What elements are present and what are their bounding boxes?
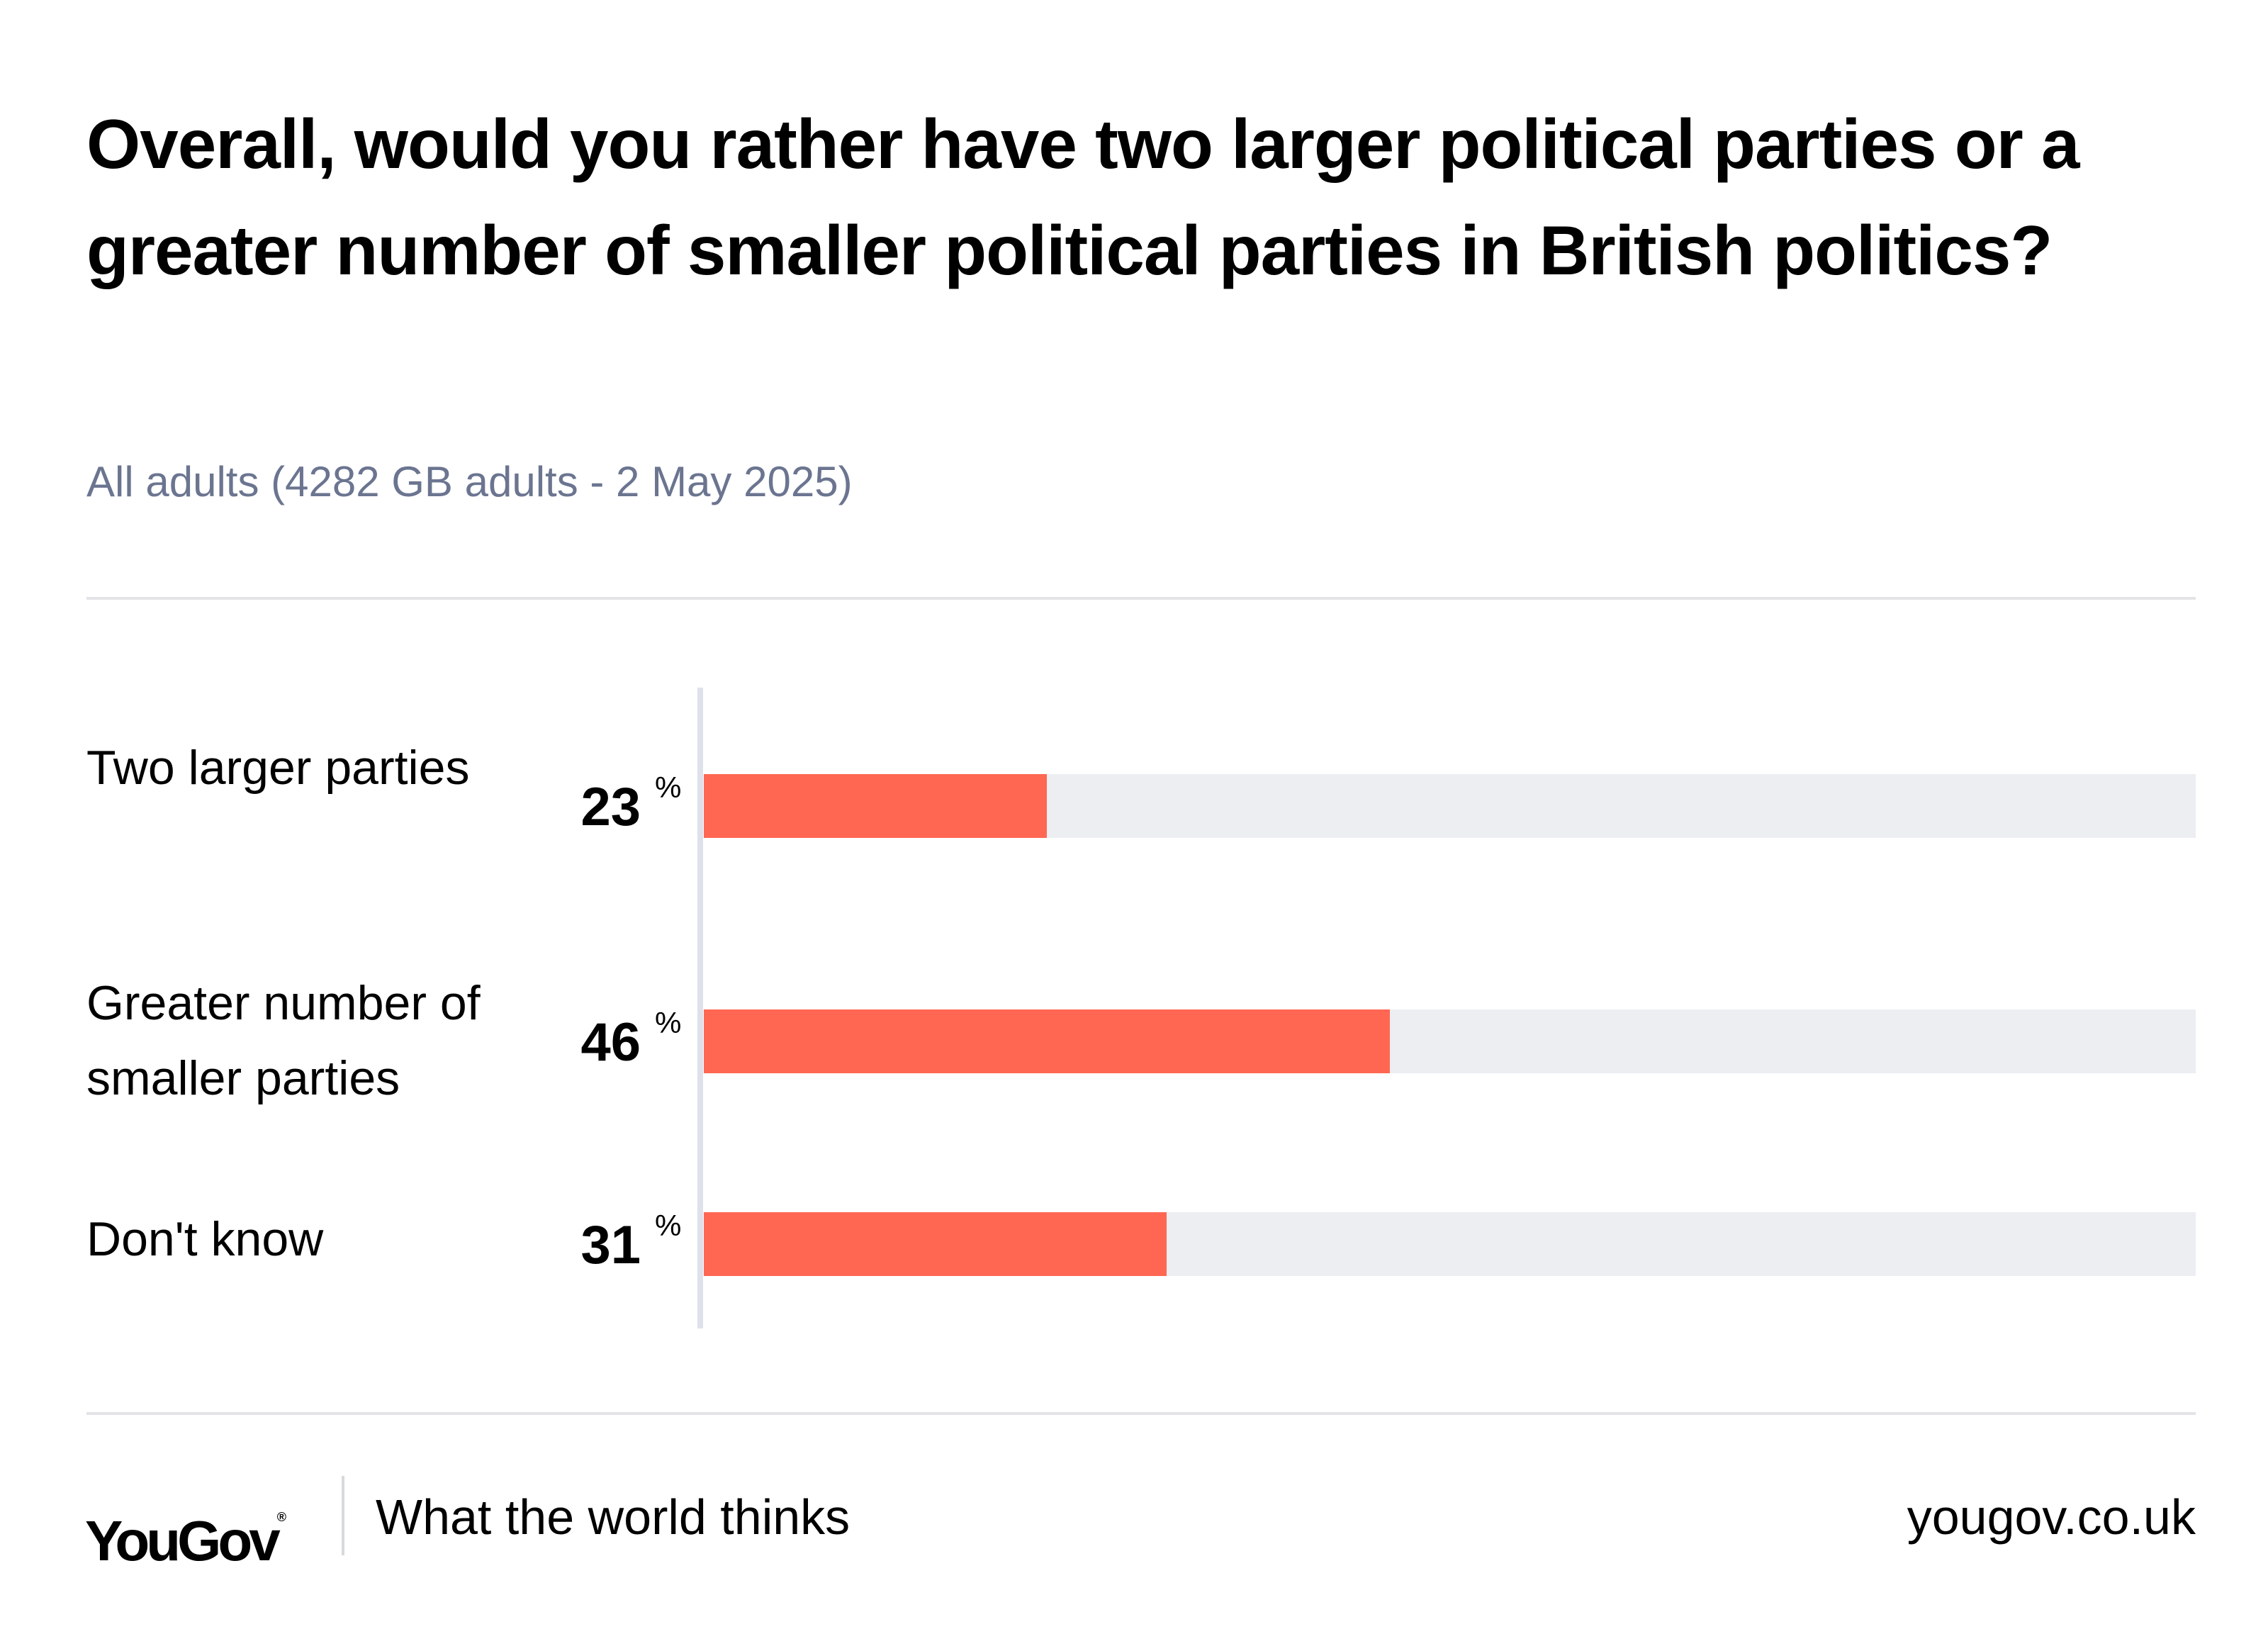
category-label: Two larger parties	[86, 741, 470, 795]
bottom-divider	[86, 1412, 2196, 1415]
tagline: What the world thinks	[376, 1489, 850, 1545]
bar-track	[704, 1009, 2196, 1073]
chart-subtitle: All adults (4282 GB adults - 2 May 2025)	[86, 458, 853, 505]
site-url: yougov.co.uk	[1907, 1489, 2196, 1545]
logo-text: YouGov	[85, 1509, 281, 1572]
chart-title: Overall, would you rather have two large…	[86, 105, 2080, 289]
category-label: Don't know	[86, 1212, 324, 1266]
value-label: 46	[580, 1012, 641, 1073]
value-label: 23	[580, 777, 641, 837]
category-axis-line	[697, 688, 703, 1328]
percent-sign: %	[655, 1209, 682, 1242]
footer-divider	[342, 1476, 344, 1555]
percent-sign: %	[655, 1006, 682, 1039]
bar-track	[704, 774, 2196, 838]
bar	[704, 1009, 1390, 1073]
registered-mark: ®	[276, 1510, 287, 1524]
percent-sign: %	[655, 771, 682, 804]
yougov-logo: YouGov®	[85, 1482, 286, 1577]
category-label: Greater number of smaller parties	[86, 976, 481, 1105]
bar-track	[704, 1212, 2196, 1276]
bar	[704, 1212, 1167, 1276]
bar	[704, 774, 1047, 838]
top-divider	[86, 597, 2196, 600]
value-label: 31	[580, 1215, 641, 1275]
